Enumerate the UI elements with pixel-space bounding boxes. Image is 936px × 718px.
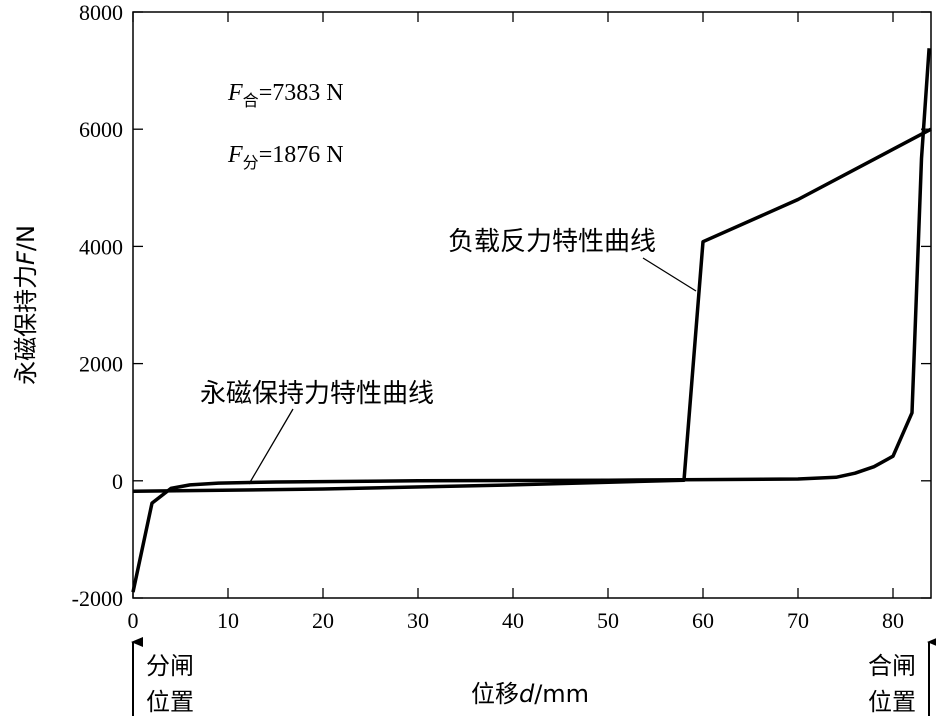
annotation-closing-force-symbol: F [227,80,243,106]
axis-ticks [132,11,931,599]
annotation-closing-force: F合=7383 N [227,80,344,110]
annotation-closing-force-value: =7383 N [259,80,344,106]
y-tick-label: 4000 [79,234,123,259]
y-tick-label: 8000 [79,0,123,25]
leader-line-load-reaction-force [642,257,697,292]
x-tick-label: 70 [787,608,809,633]
plot-frame [132,11,932,599]
y-tick-label: -2000 [72,586,123,611]
annotation-opening-force: F分=1876 N [227,142,344,172]
x-tick-label: 30 [407,608,429,633]
x-tick-label: 40 [502,608,524,633]
opening-position-label-line2: 位置 [146,688,194,716]
x-tick-label: 60 [692,608,714,633]
annotation-opening-force-value: =1876 N [259,142,344,168]
y-tick-label: 6000 [79,117,123,142]
x-tick-label: 80 [882,608,904,633]
series-label-permanent-magnet-force: 永磁保持力特性曲线 [200,379,434,409]
series-line-load-reaction-force [132,127,932,494]
series-label-load-reaction-force: 负载反力特性曲线 [448,227,656,257]
y-tick-label: 0 [112,469,123,494]
leader-line-permanent-magnet-force [248,408,294,485]
y-tick-label: 2000 [79,352,123,377]
annotation-opening-force-symbol: F [227,142,243,168]
x-axis-title: 位移d/mm [471,680,589,708]
closing-position-label-line1: 合闸 [868,652,916,680]
y-axis-title: 永磁保持力F/N [12,225,40,385]
x-tick-label: 0 [128,608,139,633]
annotation-closing-force-subscript: 合 [243,91,259,110]
closing-position-label-line2: 位置 [868,688,916,716]
x-tick-label: 20 [312,608,334,633]
svg-text:F分=1876 N: F分=1876 N [227,142,344,172]
annotation-opening-force-subscript: 分 [243,153,259,172]
series-line-permanent-magnet-force [131,48,931,593]
x-tick-label: 10 [217,608,239,633]
opening-position-label-line1: 分闸 [146,652,194,680]
svg-text:F合=7383 N: F合=7383 N [227,80,344,110]
x-tick-label: 50 [597,608,619,633]
